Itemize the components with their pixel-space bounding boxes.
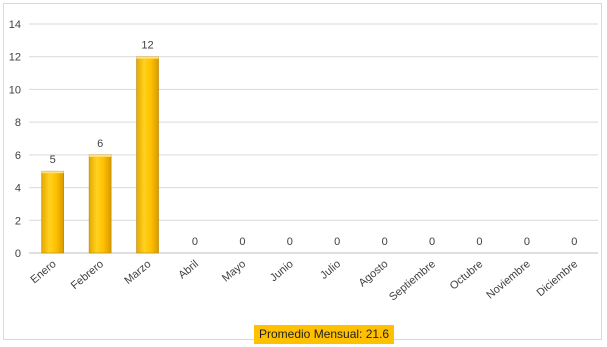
data-label: 0 (192, 236, 198, 248)
bar-top-highlight (89, 154, 112, 157)
data-labels: 5 6 12 0 0 0 0 0 0 0 0 0 (50, 40, 578, 248)
bar-top-highlight (41, 171, 64, 174)
y-tick-label: 12 (9, 52, 21, 64)
y-tick-label: 0 (15, 248, 21, 260)
x-tick-label: Septiembre (387, 258, 438, 303)
data-label: 12 (141, 40, 153, 52)
bar-top-highlight (136, 56, 159, 59)
data-label: 0 (239, 236, 245, 248)
monthly-average-badge: Promedio Mensual: 21.6 (254, 325, 395, 344)
data-label: 0 (476, 236, 482, 248)
y-tick-label: 6 (15, 150, 21, 162)
data-label: 5 (50, 154, 56, 166)
data-label: 0 (524, 236, 530, 248)
x-tick-label: Enero (28, 258, 58, 286)
chart-frame: 5 6 12 0 0 0 0 0 0 0 0 0 0 2 4 6 8 10 12 14 Enero Febrero Ma… (3, 3, 602, 344)
x-tick-labels: Enero Febrero Marzo Abril Mayo Junio Julio Agos… (28, 258, 580, 303)
y-tick-label: 14 (9, 19, 21, 31)
bars (41, 56, 159, 254)
y-tick-label: 10 (9, 84, 21, 96)
x-tick-label: Noviembre (484, 258, 532, 301)
gridlines (29, 23, 598, 221)
x-tick-label: Junio (268, 258, 296, 284)
data-label: 6 (97, 138, 103, 150)
x-tick-label: Mayo (220, 258, 248, 284)
data-label: 0 (382, 236, 388, 248)
data-label: 0 (429, 236, 435, 248)
x-tick-label: Marzo (122, 258, 153, 287)
y-tick-label: 2 (15, 215, 21, 227)
bar (88, 154, 112, 254)
y-tick-label: 8 (15, 117, 21, 129)
bar (41, 170, 65, 254)
bar-chart: 5 6 12 0 0 0 0 0 0 0 0 0 0 2 4 6 8 10 12 14 Enero Febrero Ma… (9, 19, 598, 303)
x-tick-label: Octubre (448, 258, 486, 292)
x-tick-label: Diciembre (535, 258, 581, 299)
y-tick-labels: 0 2 4 6 8 10 12 14 (9, 19, 21, 260)
data-label: 0 (571, 236, 577, 248)
y-tick-label: 4 (15, 183, 21, 195)
x-tick-label: Agosto (357, 258, 391, 289)
x-tick-label: Febrero (69, 258, 106, 292)
x-tick-label: Abril (176, 258, 201, 281)
bar (136, 56, 159, 254)
data-label: 0 (334, 236, 340, 248)
data-label: 0 (287, 236, 293, 248)
x-tick-label: Julio (318, 258, 343, 282)
